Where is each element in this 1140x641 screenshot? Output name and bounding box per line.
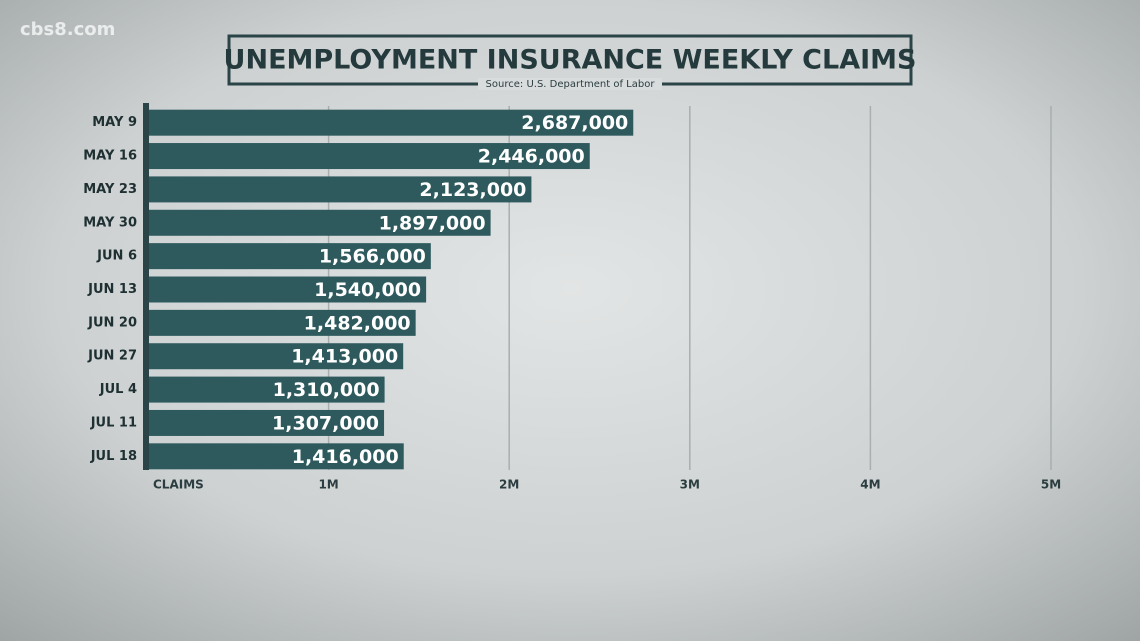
value-label: 1,897,000 (379, 212, 486, 234)
subtitle-backing (478, 78, 662, 90)
value-label: 1,540,000 (314, 279, 421, 301)
y-tick-label: MAY 30 (83, 215, 137, 230)
x-tick-label: 1M (318, 478, 338, 492)
x-tick-label: 2M (499, 478, 519, 492)
x-axis-label: CLAIMS (153, 478, 204, 492)
value-label: 1,307,000 (272, 412, 379, 434)
y-tick-label: MAY 9 (92, 115, 137, 130)
bar (148, 309, 416, 336)
bar (148, 343, 404, 370)
x-tick-label: 4M (860, 478, 880, 492)
chart-subtitle: Source: U.S. Department of Labor (486, 79, 656, 90)
value-label: 1,413,000 (291, 346, 398, 368)
bar (148, 176, 532, 203)
y-tick-label: JUL 11 (90, 415, 137, 430)
value-label: 1,310,000 (273, 379, 380, 401)
plot: 1M 2M 3M 4M 5M MAY 9 2,687,000 MAY 16 2,446,000 M… (83, 106, 1061, 492)
bar (148, 109, 634, 136)
y-tick-label: JUN 6 (96, 249, 137, 264)
value-label: 1,416,000 (292, 446, 399, 468)
bar (148, 276, 427, 303)
bar (148, 243, 431, 270)
value-label: 1,482,000 (304, 312, 411, 334)
bar (148, 443, 404, 470)
value-label: 1,566,000 (319, 246, 426, 268)
y-tick-label: JUN 13 (87, 282, 137, 297)
value-label: 2,123,000 (419, 179, 526, 201)
x-tick-label: 3M (680, 478, 700, 492)
chart-title: UNEMPLOYMENT INSURANCE WEEKLY CLAIMS (224, 45, 917, 76)
bar (148, 376, 385, 403)
bar (148, 209, 491, 236)
y-tick-label: JUL 4 (99, 382, 137, 397)
logo: cbs8.com (20, 19, 115, 40)
y-tick-label: MAY 23 (83, 182, 137, 197)
x-tick-label: 5M (1041, 478, 1061, 492)
y-tick-label: JUL 18 (90, 449, 137, 464)
bar (148, 409, 385, 436)
bar (148, 143, 590, 170)
axis-bar (143, 103, 149, 470)
y-tick-label: JUN 27 (87, 349, 137, 364)
y-tick-label: MAY 16 (83, 149, 137, 164)
value-label: 2,687,000 (521, 112, 628, 134)
y-tick-label: JUN 20 (87, 315, 137, 330)
value-label: 2,446,000 (478, 146, 585, 168)
